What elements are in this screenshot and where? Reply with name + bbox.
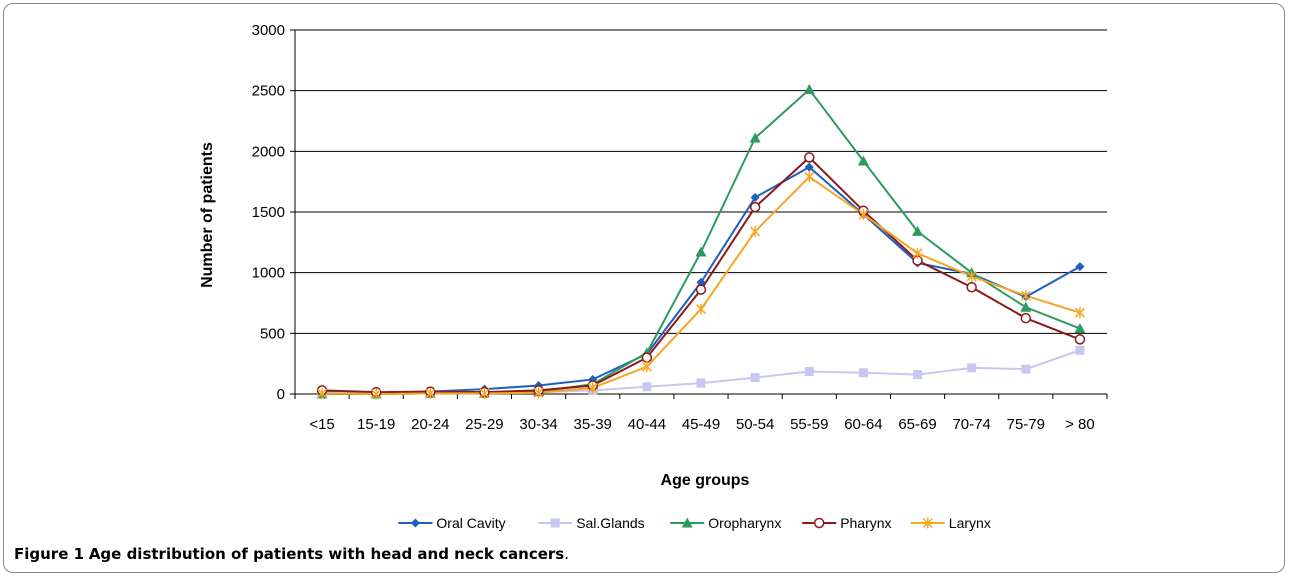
data-point-oropharynx xyxy=(857,155,869,166)
data-point-larynx xyxy=(533,387,544,399)
data-point-oral-cavity xyxy=(1075,262,1085,272)
legend-marker xyxy=(681,517,693,528)
data-point-oropharynx xyxy=(912,225,924,236)
data-point-sal-glands xyxy=(642,382,652,392)
data-point-larynx xyxy=(750,225,761,237)
data-point-larynx xyxy=(695,303,707,315)
x-axis-title: Age groups xyxy=(661,472,750,489)
y-tick-label: 2000 xyxy=(252,143,285,160)
legend-item-pharynx: Pharynx xyxy=(802,515,892,531)
x-tick-label: > 80 xyxy=(1065,416,1095,433)
x-tick-label: 50-54 xyxy=(736,416,774,433)
data-point-larynx xyxy=(479,387,490,399)
legend-label: Oropharynx xyxy=(708,515,781,531)
data-point-oral-cavity xyxy=(804,162,814,172)
data-point-pharynx xyxy=(1020,312,1032,324)
x-tick-label: 75-79 xyxy=(1007,416,1045,433)
data-point-larynx xyxy=(587,382,598,394)
series-line-oropharynx xyxy=(322,87,1081,395)
legend-label: Pharynx xyxy=(840,515,891,531)
data-point-pharynx xyxy=(695,284,707,295)
legend-label: Oral Cavity xyxy=(436,515,505,531)
x-tick-label: 20-24 xyxy=(411,416,449,433)
data-point-sal-glands xyxy=(967,363,977,373)
y-tick-label: 1000 xyxy=(252,265,285,282)
data-point-sal-glands xyxy=(750,373,760,383)
caption-text: Age distribution of patients with head a… xyxy=(88,545,565,563)
x-tick-label: 40-44 xyxy=(628,416,666,433)
legend-marker xyxy=(550,518,560,528)
data-point-larynx xyxy=(317,387,328,399)
x-tick-label: 30-34 xyxy=(519,416,557,433)
data-point-pharynx xyxy=(966,281,977,293)
y-axis-title: Number of patients xyxy=(199,142,216,288)
figure-caption: Figure 1 Age distribution of patients wi… xyxy=(14,545,569,563)
y-tick-label: 2500 xyxy=(252,83,285,100)
caption-label: Figure 1 xyxy=(14,545,85,563)
data-point-oropharynx xyxy=(749,132,761,143)
data-point-oropharynx xyxy=(1074,322,1086,333)
legend-marker xyxy=(922,517,933,529)
data-point-pharynx xyxy=(641,352,653,363)
x-tick-label: 45-49 xyxy=(682,416,720,433)
figure-frame xyxy=(3,3,1285,573)
legend-marker xyxy=(410,518,420,528)
data-point-larynx xyxy=(858,208,869,220)
x-tick-label: 25-29 xyxy=(465,416,503,433)
data-point-oropharynx xyxy=(695,246,707,257)
y-tick-label: 1500 xyxy=(252,204,285,221)
data-point-oral-cavity xyxy=(696,277,706,287)
x-tick-label: 35-39 xyxy=(574,416,612,433)
x-tick-label: 55-59 xyxy=(790,416,828,433)
data-point-larynx xyxy=(912,247,923,259)
data-point-pharynx xyxy=(749,201,761,213)
data-point-larynx xyxy=(1020,290,1031,302)
data-point-oropharynx xyxy=(1020,301,1032,312)
x-tick-label: 60-64 xyxy=(844,416,882,433)
x-tick-label: 70-74 xyxy=(952,416,990,433)
data-point-larynx xyxy=(1074,307,1085,319)
data-point-oropharynx xyxy=(803,83,815,94)
legend-marker xyxy=(813,517,825,529)
x-tick-label: 15-19 xyxy=(357,416,395,433)
data-point-sal-glands xyxy=(804,367,814,377)
data-point-oral-cavity xyxy=(750,192,760,202)
data-point-pharynx xyxy=(804,152,815,163)
data-point-larynx xyxy=(804,171,815,183)
data-point-pharynx xyxy=(1074,334,1086,345)
data-point-larynx xyxy=(966,270,977,282)
y-tick-label: 0 xyxy=(277,386,285,403)
x-tick-label: 65-69 xyxy=(898,416,936,433)
y-tick-label: 3000 xyxy=(252,22,285,39)
legend-label: Larynx xyxy=(949,515,991,531)
data-point-larynx xyxy=(371,388,382,400)
y-tick-label: 500 xyxy=(260,325,285,342)
legend-item-oropharynx: Oropharynx xyxy=(670,515,781,531)
x-tick-label: <15 xyxy=(309,416,334,433)
legend-item-sal-glands: Sal.Glands xyxy=(538,515,645,531)
data-point-sal-glands xyxy=(1021,364,1031,374)
data-point-sal-glands xyxy=(696,378,706,388)
legend-label: Sal.Glands xyxy=(576,515,644,531)
data-point-sal-glands xyxy=(858,368,868,378)
legend-item-oral-cavity: Oral Cavity xyxy=(398,515,506,531)
data-point-larynx xyxy=(425,387,436,399)
legend-item-larynx: Larynx xyxy=(910,515,991,531)
data-point-larynx xyxy=(641,361,652,373)
caption-period: . xyxy=(564,545,569,563)
data-point-sal-glands xyxy=(913,370,923,380)
data-point-sal-glands xyxy=(1075,345,1085,355)
